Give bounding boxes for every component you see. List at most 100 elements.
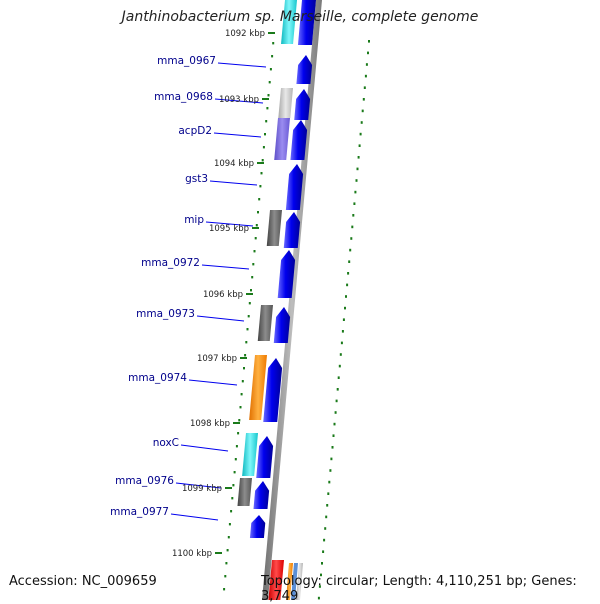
track-dot [326, 504, 329, 507]
track-dot [353, 202, 356, 205]
track-dot [367, 51, 369, 55]
track-dot [363, 86, 366, 89]
gene-arrow [249, 515, 266, 538]
gene-leader-line [175, 482, 222, 489]
track-dot [359, 132, 362, 136]
track-dot [334, 411, 337, 414]
minor-tick [261, 159, 264, 162]
track-dot [349, 248, 352, 252]
gene-leader-line [196, 315, 245, 322]
track-dot [348, 260, 351, 263]
track-dot [329, 469, 332, 472]
gene-arrow [290, 120, 308, 160]
gene-leader-line [201, 264, 250, 270]
gene-arrow [263, 358, 283, 422]
minor-tick [227, 536, 230, 539]
cog-block [286, 563, 293, 600]
minor-tick [257, 211, 259, 214]
cog-block [278, 88, 293, 118]
track-dot [354, 190, 357, 194]
accession-text: Accession: NC_009659 [9, 574, 157, 589]
minor-tick [251, 276, 254, 279]
gene-label-mip: mip [184, 214, 204, 226]
cog-block [237, 478, 252, 506]
minor-tick [260, 172, 263, 175]
minor-tick [265, 120, 268, 123]
minor-tick [247, 315, 250, 318]
gene-arrow [297, 0, 316, 45]
minor-tick [271, 55, 274, 58]
minor-tick [264, 133, 266, 136]
gene-leader-line [205, 221, 254, 227]
gene-label-gst3: gst3 [185, 173, 208, 185]
track-dot [320, 573, 322, 577]
tick-label-1093-kbp: 1093 kbp [219, 95, 259, 105]
track-dot [325, 515, 328, 519]
gene-label-mma_0972: mma_0972 [141, 257, 200, 269]
track-dot [335, 399, 338, 403]
minor-tick [224, 575, 227, 578]
track-dot [362, 98, 365, 101]
cog-track [237, 0, 303, 600]
minor-tick [272, 42, 275, 45]
track-dot [323, 538, 326, 542]
gene-arrows [249, 0, 316, 538]
track-dot [339, 353, 342, 356]
track-dot [336, 388, 339, 391]
minor-tick [237, 432, 240, 435]
gene-label-mma_0977: mma_0977 [110, 506, 169, 518]
minor-tick [266, 107, 269, 110]
gene-label-mma_0974: mma_0974 [128, 372, 187, 384]
gene-label-mma_0968: mma_0968 [154, 91, 213, 103]
track-dot [327, 492, 330, 495]
track-dot [358, 144, 361, 147]
gene-leader-line [213, 132, 262, 138]
backbone [262, 0, 322, 600]
minor-tick [254, 237, 257, 240]
minor-tick [230, 510, 233, 513]
track-dot [317, 596, 320, 600]
track-dot [368, 40, 370, 43]
minor-tick [223, 588, 226, 591]
track-dot [340, 341, 343, 345]
tick-label-1092-kbp: 1092 kbp [225, 29, 265, 39]
minor-tick [269, 68, 272, 71]
track-dot [361, 109, 364, 113]
track-dot [356, 167, 359, 171]
track-dot [350, 237, 353, 240]
minor-tick [239, 406, 242, 409]
gene-arrow [285, 164, 304, 210]
gene-arrow [294, 89, 311, 120]
track-dot [346, 283, 349, 287]
track-dot [345, 295, 347, 298]
minor-tick [253, 250, 256, 253]
map-title: Janthinobacterium sp. Marseille, complet… [121, 9, 479, 25]
minor-tick [267, 94, 270, 97]
cog-block [274, 118, 290, 160]
gene-label-mma_0976: mma_0976 [115, 475, 174, 487]
cog-block [281, 0, 297, 44]
cog-block [291, 563, 298, 600]
gene-leader-line [188, 379, 238, 386]
minor-tick [258, 198, 261, 201]
cog-block [296, 563, 303, 600]
minor-tick [262, 146, 265, 149]
minor-tick [238, 419, 241, 422]
gene-leader-line [214, 98, 264, 104]
gene-leader-line [180, 444, 229, 452]
minor-tick [245, 341, 248, 344]
minor-tick [226, 549, 229, 552]
track-dot [337, 376, 340, 379]
gene-labels: mma_0967 mma_0968 acpD2 gst3 mip mma_0972 mma_… [110, 55, 267, 521]
track-dot [352, 214, 355, 217]
track-dot [330, 457, 333, 461]
gene-arrow [296, 55, 313, 84]
track-dot [357, 156, 360, 159]
track-dot [338, 364, 341, 368]
minor-tick [233, 471, 236, 474]
cog-block [266, 210, 282, 246]
cog-block [268, 560, 284, 600]
track-dot [364, 74, 367, 78]
minor-tick [235, 445, 238, 448]
minor-tick [248, 302, 251, 305]
